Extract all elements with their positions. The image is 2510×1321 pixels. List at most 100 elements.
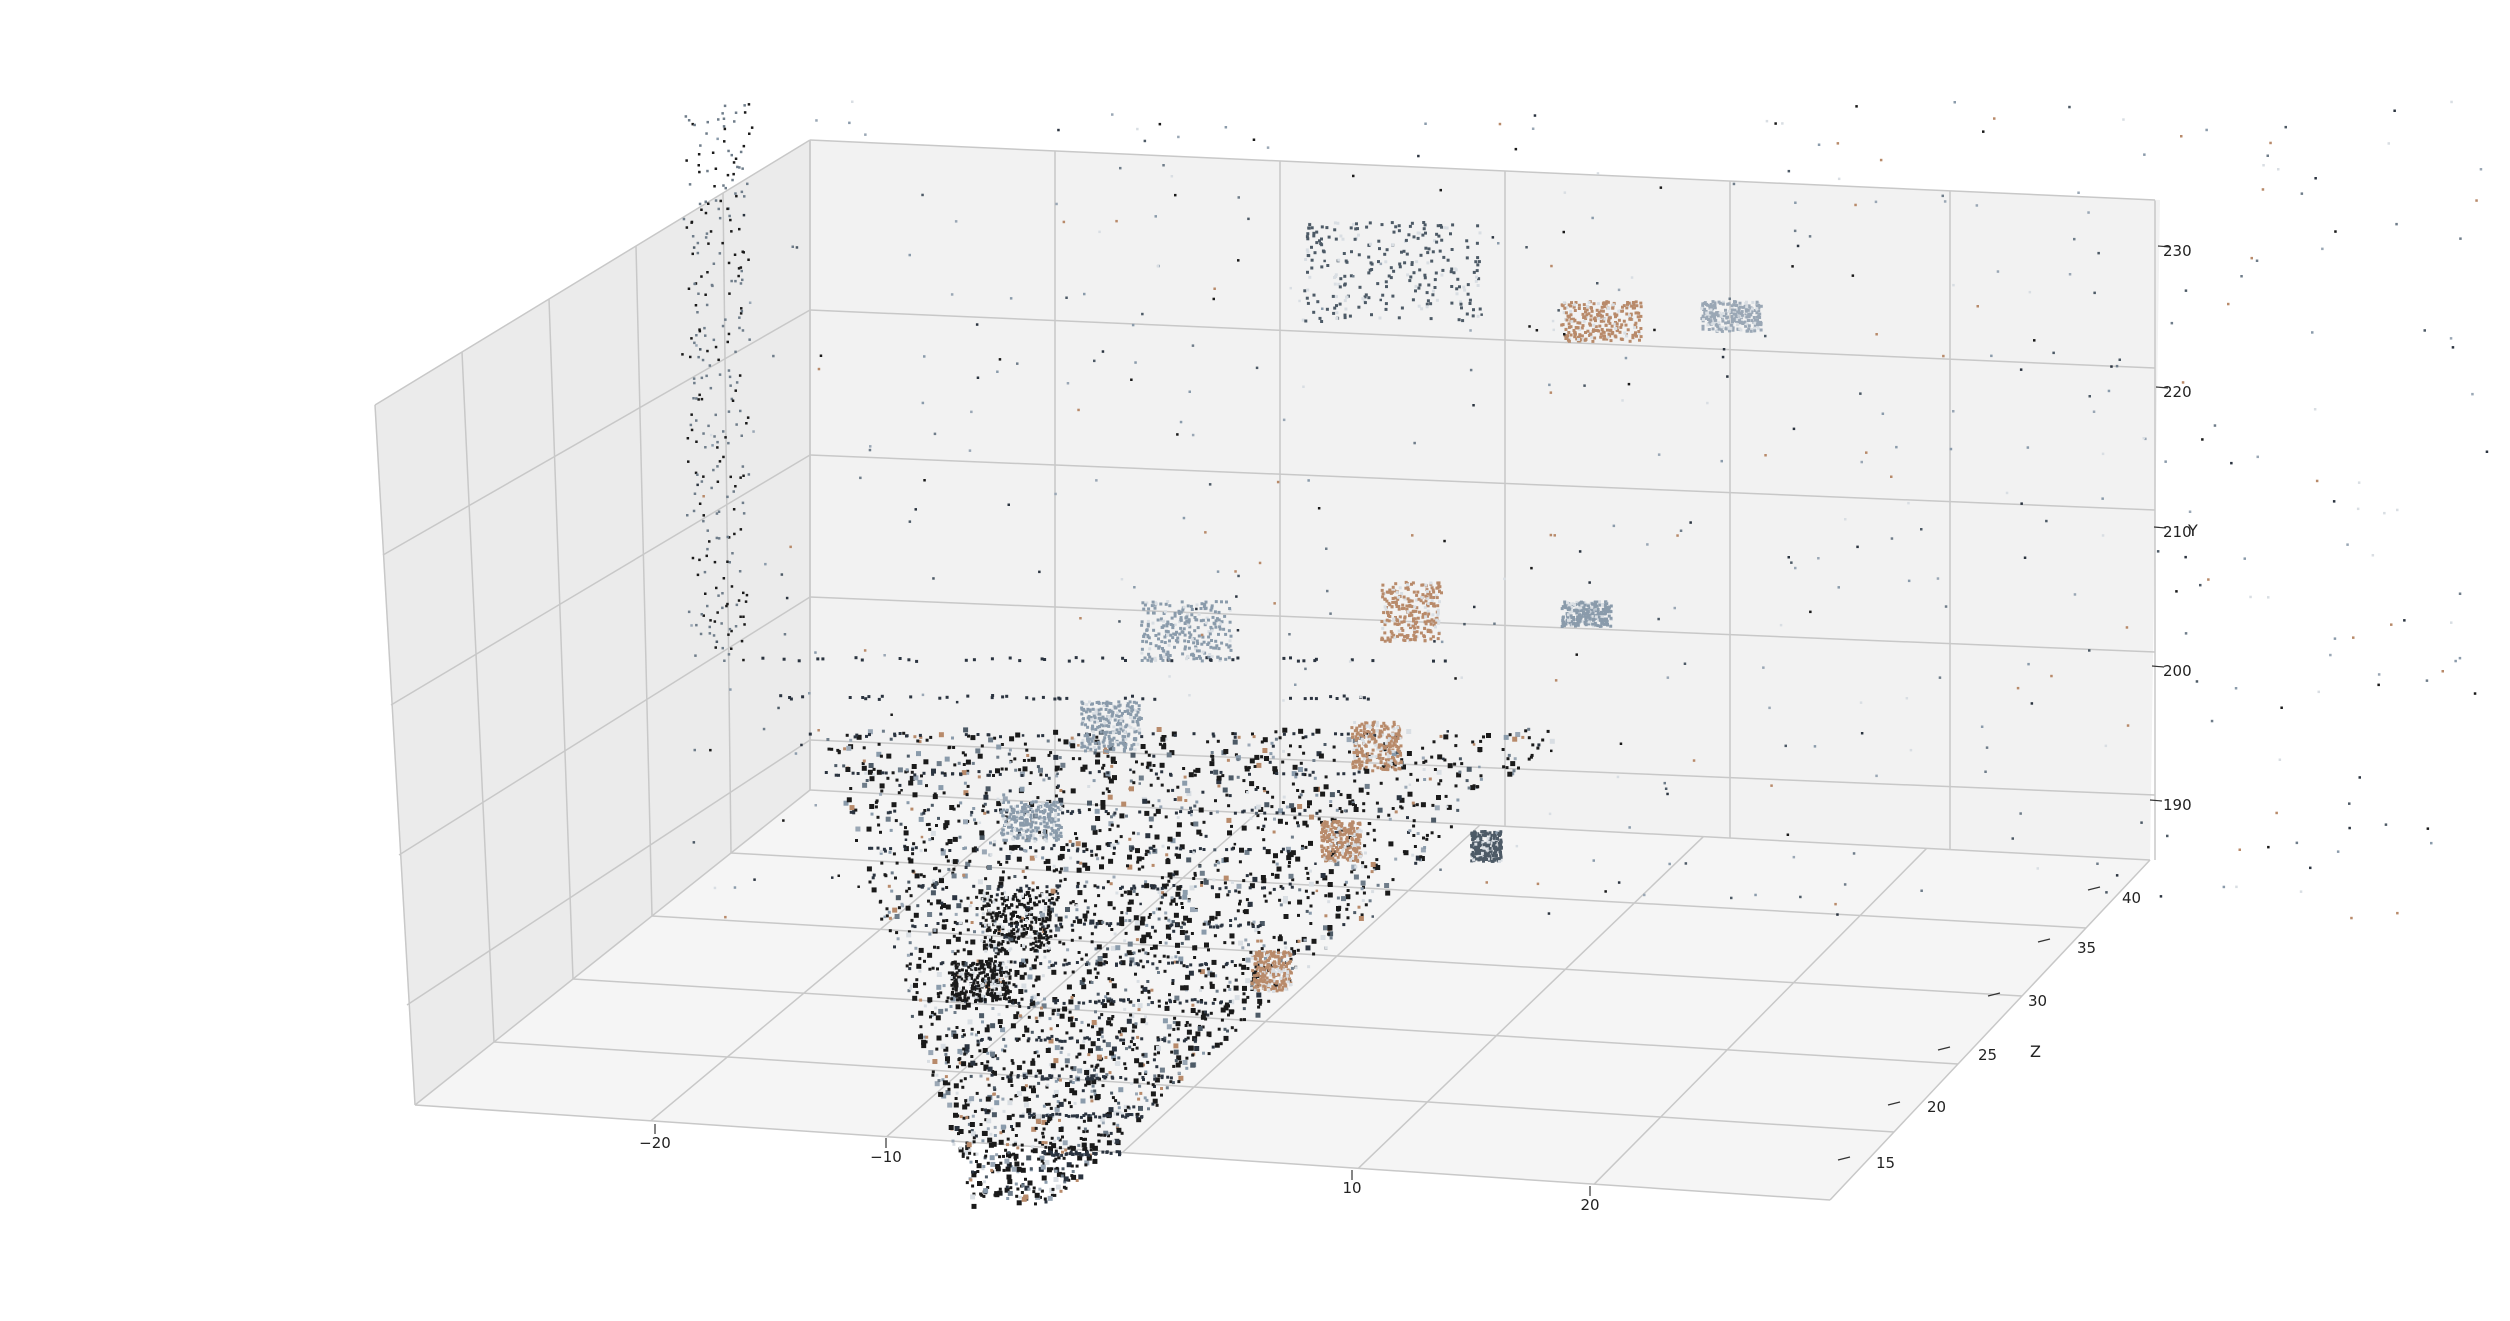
cloud-point	[1119, 727, 1123, 731]
cloud-point	[964, 1101, 970, 1107]
cloud-point	[1165, 924, 1171, 930]
cloud-point	[1049, 803, 1053, 807]
cloud-point	[1201, 1025, 1205, 1029]
cloud-point	[1058, 1101, 1064, 1107]
cloud-point	[1096, 845, 1102, 851]
cloud-point	[1343, 316, 1347, 320]
cloud-point	[1025, 866, 1029, 870]
cloud-point	[1153, 697, 1157, 701]
cloud-point	[1023, 964, 1027, 968]
cloud-point	[1047, 753, 1051, 757]
cloud-point	[1111, 710, 1115, 714]
cloud-point	[1037, 934, 1043, 940]
cloud-point	[761, 656, 765, 660]
cloud-point	[1101, 724, 1105, 728]
cloud-point	[1414, 598, 1418, 602]
cloud-point	[1085, 880, 1089, 884]
cloud-point	[1040, 912, 1045, 918]
cloud-point	[1185, 1021, 1189, 1024]
cloud-point	[1201, 650, 1205, 654]
cloud-point	[1391, 739, 1395, 743]
cloud-point	[1024, 1025, 1028, 1029]
cloud-point	[1371, 748, 1375, 752]
cloud-point	[1077, 918, 1083, 924]
cloud-point	[1109, 730, 1113, 734]
cloud-point	[1300, 847, 1304, 850]
cloud-point	[909, 775, 915, 781]
cloud-point	[1415, 260, 1419, 264]
cloud-point	[1141, 1053, 1145, 1057]
cloud-point	[1010, 829, 1014, 833]
cloud-point	[1389, 739, 1393, 743]
cloud-point	[987, 733, 991, 737]
cloud-point	[1336, 855, 1340, 859]
cloud-point	[1109, 922, 1113, 926]
cloud-point	[1034, 919, 1038, 923]
cloud-point	[1223, 881, 1227, 885]
cloud-point	[1076, 1152, 1080, 1156]
cloud-point	[1074, 1152, 1078, 1156]
cloud-point	[1079, 1153, 1083, 1157]
cloud-point	[1112, 1058, 1116, 1061]
cloud-point	[1040, 1029, 1044, 1033]
cloud-point	[1351, 222, 1355, 226]
cloud-point	[1043, 831, 1047, 835]
cloud-point	[1113, 729, 1117, 733]
cloud-point	[1107, 999, 1110, 1003]
cloud-point	[1159, 617, 1163, 621]
cloud-point	[909, 952, 913, 956]
cloud-point	[979, 1013, 985, 1019]
cloud-point	[1054, 934, 1058, 938]
cloud-point	[1008, 935, 1014, 941]
cloud-point	[1119, 813, 1125, 819]
cloud-point	[1387, 813, 1391, 817]
cloud-point	[1052, 1008, 1056, 1012]
cloud-point	[945, 904, 951, 910]
cloud-point	[1108, 923, 1111, 927]
cloud-point	[1154, 658, 1158, 662]
cloud-point	[1384, 307, 1388, 311]
cloud-point	[1111, 731, 1115, 735]
cloud-point	[1319, 242, 1323, 246]
cloud-point	[1164, 1005, 1170, 1011]
cloud-point	[1390, 221, 1394, 225]
cloud-point	[1056, 1024, 1059, 1028]
cloud-point	[1262, 748, 1268, 753]
cloud-point	[1034, 855, 1038, 858]
cloud-point	[1193, 616, 1197, 619]
cloud-point	[1513, 757, 1517, 761]
cloud-point	[1100, 804, 1106, 810]
cloud-point	[1170, 923, 1174, 927]
cloud-point	[964, 658, 968, 662]
cloud-point	[1065, 1152, 1069, 1156]
cloud-point	[1197, 649, 1201, 653]
cloud-point	[1216, 775, 1222, 781]
cloud-point	[1121, 1114, 1124, 1118]
cloud-point	[1232, 739, 1238, 745]
cloud-point	[936, 922, 940, 925]
cloud-point	[1367, 730, 1371, 734]
cloud-point	[1175, 923, 1179, 927]
cloud-point	[1018, 816, 1022, 820]
cloud-point	[1391, 765, 1395, 769]
cloud-point	[1449, 825, 1453, 829]
cloud-point	[997, 1190, 1003, 1196]
cloud-point	[1011, 1061, 1015, 1065]
cloud-point	[1042, 778, 1046, 782]
cloud-point	[1099, 730, 1103, 734]
cloud-point	[1172, 1027, 1176, 1031]
cloud-point	[1200, 1014, 1206, 1020]
cloud-point	[984, 1118, 988, 1122]
cloud-point	[995, 1166, 1001, 1172]
cloud-point	[1189, 604, 1193, 608]
cloud-point	[1324, 831, 1327, 835]
cloud-point	[861, 765, 867, 771]
cloud-point	[1125, 814, 1128, 818]
cloud-point	[1057, 1078, 1060, 1082]
cloud-point	[1054, 1045, 1060, 1051]
cloud-point	[1385, 725, 1389, 729]
cloud-point	[1080, 712, 1084, 716]
cloud-point	[1048, 960, 1052, 964]
cloud-point	[1018, 659, 1022, 663]
cloud-point	[1546, 729, 1550, 733]
